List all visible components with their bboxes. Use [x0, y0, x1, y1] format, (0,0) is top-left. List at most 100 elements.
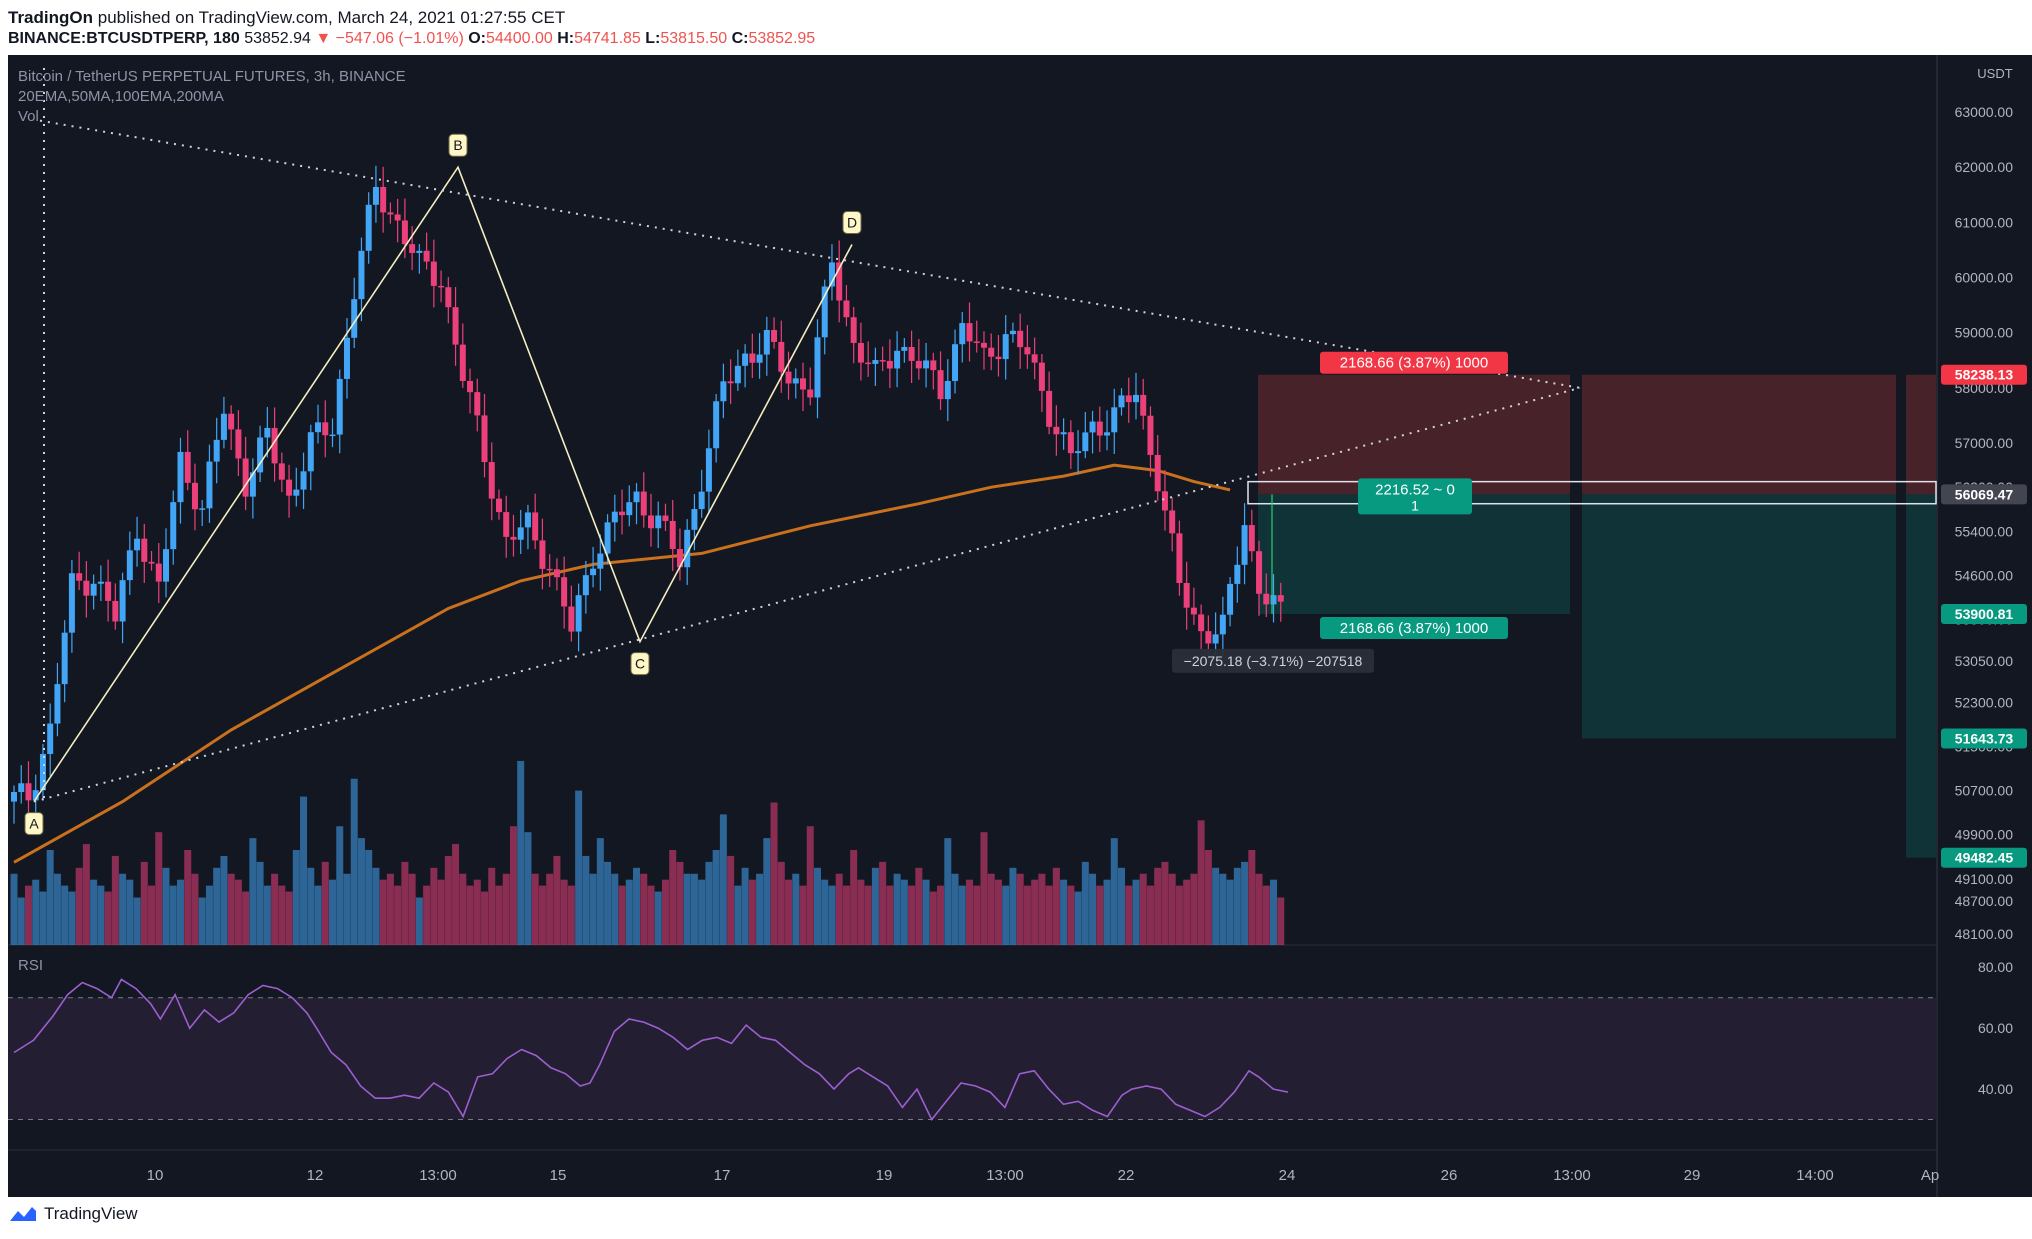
- indicator-list[interactable]: 20EMA,50MA,100EMA,200MA: [18, 88, 224, 105]
- volume-bar: [922, 879, 930, 945]
- volume-bar: [365, 850, 373, 945]
- candle-body: [387, 212, 394, 215]
- position-label-box: [1320, 616, 1508, 639]
- price-tick-label: 48100.00: [1955, 926, 2014, 942]
- volume-bar: [741, 867, 749, 945]
- stop-loss-zone: [1258, 374, 1570, 495]
- volume-bar: [307, 867, 315, 945]
- volume-bar: [82, 844, 90, 945]
- footer-brand[interactable]: TradingView: [8, 1204, 138, 1224]
- volume-bar: [198, 897, 206, 945]
- volume-bar: [1248, 850, 1256, 945]
- price-tag: [1941, 364, 2027, 385]
- pattern-point-label: B: [453, 137, 462, 153]
- price-tick-label: 53050.00: [1955, 653, 2014, 669]
- time-tick-label: 24: [1279, 1167, 1296, 1184]
- currency-label: USDT: [1977, 66, 2012, 81]
- price-tag-label: 53900.81: [1955, 606, 2014, 622]
- candle-body: [249, 472, 256, 497]
- candle-body: [524, 512, 531, 528]
- volume-bar: [357, 838, 365, 945]
- candle-body: [47, 723, 54, 754]
- candle-body: [1060, 432, 1067, 435]
- volume-bar: [126, 879, 134, 945]
- volume-bar: [17, 897, 25, 945]
- volume-bar: [683, 873, 691, 945]
- candle-body: [988, 347, 995, 357]
- candle-body: [300, 471, 307, 490]
- volume-bar: [633, 867, 641, 945]
- volume-bar: [1081, 861, 1089, 945]
- volume-bar: [502, 873, 510, 945]
- volume-bar: [292, 850, 300, 945]
- volume-bar: [857, 879, 865, 945]
- candle-body: [930, 360, 937, 371]
- candle-body: [1140, 394, 1147, 416]
- candle-body: [771, 329, 778, 342]
- symbol[interactable]: BINANCE:BTCUSDTPERP, 180: [8, 30, 240, 47]
- volume-bar: [719, 814, 727, 945]
- candle-body: [915, 360, 922, 369]
- author-name[interactable]: TradingOn: [8, 8, 93, 27]
- candle-body: [879, 360, 886, 362]
- volume-bar: [75, 867, 83, 945]
- volume-bar: [777, 861, 785, 945]
- volume-bar: [1154, 867, 1162, 945]
- candle-body: [850, 317, 857, 343]
- candle-body: [857, 342, 864, 363]
- volume-bar: [408, 873, 416, 945]
- candle-body: [691, 509, 698, 530]
- volume-bar: [1226, 879, 1234, 945]
- volume-bar: [1255, 873, 1263, 945]
- candle-body: [604, 522, 611, 554]
- price-tick-label: 48700.00: [1955, 893, 2014, 909]
- price-tag-label: 51643.73: [1955, 730, 2014, 746]
- volume-bar: [473, 879, 481, 945]
- candle-body: [488, 462, 495, 499]
- candle-body: [590, 568, 597, 576]
- candle-body: [778, 341, 785, 372]
- volume-bar: [958, 885, 966, 945]
- volume-bar: [191, 873, 199, 945]
- volume-bar: [973, 885, 981, 945]
- volume-bar: [386, 873, 394, 945]
- candle-body: [191, 482, 198, 510]
- last-price: 53852.94: [244, 30, 311, 47]
- volume-bar: [937, 885, 945, 945]
- tradingview-logo-icon: [10, 1207, 36, 1221]
- candle-body: [336, 378, 343, 435]
- volume-bar: [1233, 867, 1241, 945]
- price-tick-label: 54600.00: [1955, 567, 2014, 583]
- candle-body: [358, 250, 365, 300]
- candle-body: [430, 261, 437, 286]
- volume-bar: [220, 855, 228, 945]
- volume-label[interactable]: Vol: [18, 108, 39, 125]
- volume-bar: [509, 826, 517, 945]
- volume-bar: [32, 879, 40, 945]
- volume-bar: [1038, 873, 1046, 945]
- candle-body: [886, 360, 893, 369]
- volume-bar: [155, 832, 163, 945]
- price-tick-label: 61000.00: [1955, 214, 2014, 230]
- position-qty: 1: [1411, 497, 1419, 513]
- volume-bar: [459, 873, 467, 945]
- pattern-point-badge: [630, 652, 650, 676]
- candle-body: [894, 350, 901, 369]
- candle-body: [676, 548, 683, 568]
- volume-bar: [871, 867, 879, 945]
- candle-body: [553, 569, 560, 578]
- candle-body: [1169, 510, 1176, 534]
- candle-body: [1024, 347, 1031, 355]
- candle-body: [343, 337, 350, 379]
- candle-body: [1132, 394, 1139, 403]
- chart-title[interactable]: Bitcoin / TetherUS PERPETUAL FUTURES, 3h…: [18, 68, 406, 85]
- volume-bar: [415, 897, 423, 945]
- volume-bar: [1118, 867, 1126, 945]
- candle-body: [1104, 432, 1111, 436]
- volume-bar: [864, 885, 872, 945]
- open-label: O:: [468, 30, 486, 47]
- rsi-label[interactable]: RSI: [18, 957, 44, 974]
- candle-body: [952, 344, 959, 381]
- volume-bar: [900, 879, 908, 945]
